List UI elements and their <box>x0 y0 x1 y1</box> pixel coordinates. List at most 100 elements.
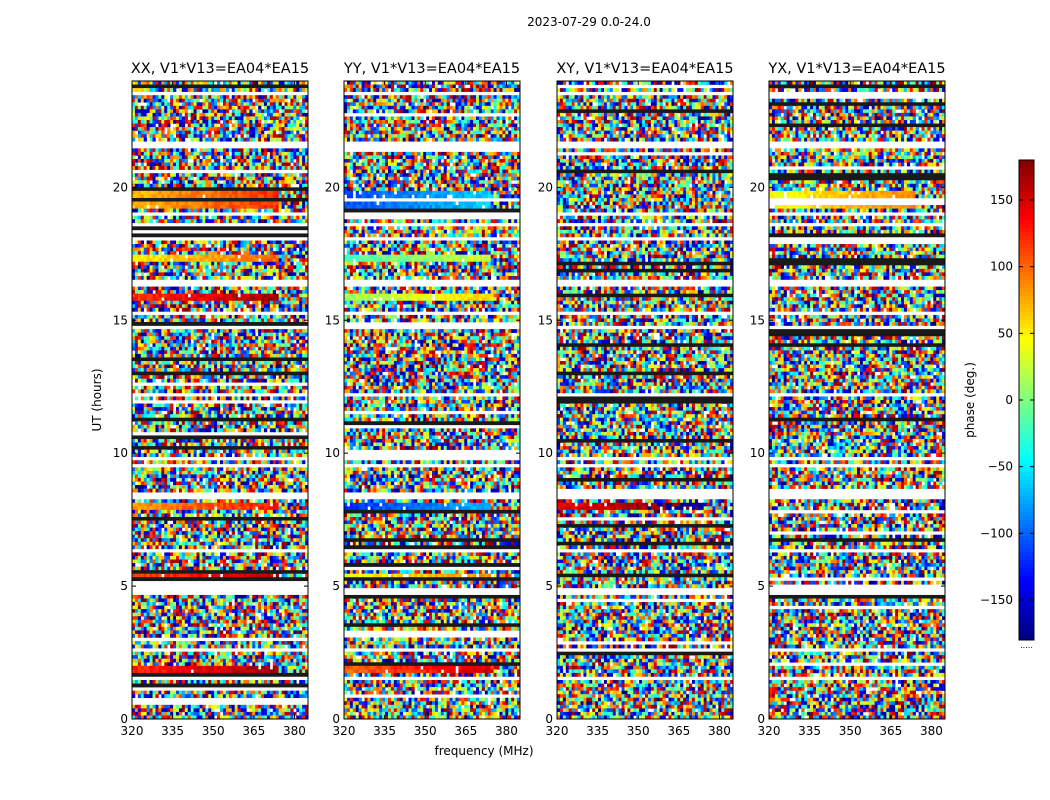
colorbar-segment <box>1019 636 1034 641</box>
colorbar-segment <box>1019 336 1034 341</box>
colorbar-segment <box>1019 304 1034 309</box>
colorbar-segment <box>1019 480 1034 485</box>
colorbar-segment <box>1019 368 1034 373</box>
colorbar-segment <box>1019 564 1034 569</box>
colorbar-segment <box>1019 424 1034 429</box>
colorbar-segment <box>1019 444 1034 449</box>
colorbar-segment <box>1019 212 1034 217</box>
x-tick-label: 335 <box>161 724 184 738</box>
colorbar-segment <box>1019 400 1034 405</box>
colorbar-segment <box>1019 280 1034 285</box>
colorbar-segment <box>1019 620 1034 625</box>
y-tick-label: 5 <box>332 579 340 593</box>
colorbar-segment <box>1019 508 1034 513</box>
x-tick-label: 380 <box>495 724 518 738</box>
colorbar-segment <box>1019 264 1034 269</box>
colorbar-segment <box>1019 188 1034 193</box>
colorbar-segment <box>1019 520 1034 525</box>
phase-map <box>344 81 520 719</box>
x-tick-label: 380 <box>283 724 306 738</box>
colorbar-tick-label: 150 <box>990 193 1013 207</box>
colorbar-segment <box>1019 412 1034 417</box>
colorbar-segment <box>1019 232 1034 237</box>
colorbar-label: phase (deg.) <box>963 362 977 438</box>
y-tick-label: 10 <box>750 446 765 460</box>
x-tick-label: 380 <box>920 724 943 738</box>
colorbar-segment <box>1019 208 1034 213</box>
y-tick-label: 5 <box>545 579 553 593</box>
x-tick-label: 380 <box>708 724 731 738</box>
colorbar-tick-label: 50 <box>998 326 1013 340</box>
panel-2: YY, V1*V13=EA04*EA15 320 335 350 365 380 0 5 10 1… <box>325 61 521 738</box>
colorbar-segment <box>1019 580 1034 585</box>
colorbar-segment <box>1019 244 1034 249</box>
x-tick-label: 335 <box>586 724 609 738</box>
panel-frame <box>343 80 521 720</box>
colorbar-segment <box>1019 492 1034 497</box>
colorbar-tick-label: 0 <box>1005 393 1013 407</box>
colorbar-segment <box>1019 440 1034 445</box>
colorbar-segment <box>1019 532 1034 537</box>
y-tick-label: 5 <box>757 579 765 593</box>
colorbar-segment <box>1019 192 1034 197</box>
colorbar-segment <box>1019 516 1034 521</box>
colorbar-segment <box>1019 592 1034 597</box>
y-tick-label: 0 <box>757 712 765 726</box>
y-tick-label: 15 <box>750 313 765 327</box>
x-tick-label: 350 <box>839 724 862 738</box>
colorbar-segment <box>1019 600 1034 605</box>
colorbar-segment <box>1019 184 1034 189</box>
colorbar-segment <box>1019 360 1034 365</box>
colorbar-segment <box>1019 432 1034 437</box>
colorbar-segment <box>1019 372 1034 377</box>
colorbar-segment <box>1019 420 1034 425</box>
colorbar-segment <box>1019 252 1034 257</box>
y-tick-label: 20 <box>325 180 340 194</box>
colorbar-segment <box>1019 200 1034 205</box>
x-tick-label: 365 <box>879 724 902 738</box>
phase-map <box>557 81 733 719</box>
panel-frame <box>768 80 946 720</box>
colorbar-segment <box>1019 560 1034 565</box>
colorbar-segment <box>1019 552 1034 557</box>
panel-title: YX, V1*V13=EA04*EA15 <box>767 61 945 77</box>
colorbar-segment <box>1019 224 1034 229</box>
colorbar-segment <box>1019 164 1034 169</box>
panel-3: XY, V1*V13=EA04*EA15 320 335 350 365 380 0 5 10 1… <box>538 61 734 738</box>
panel-frame <box>131 80 309 720</box>
colorbar-segment <box>1019 528 1034 533</box>
x-tick-label: 320 <box>121 724 144 738</box>
x-tick-label: 320 <box>546 724 569 738</box>
colorbar-segment <box>1019 356 1034 361</box>
colorbar-tick-label: 100 <box>990 260 1013 274</box>
x-tick-label: 320 <box>333 724 356 738</box>
colorbar-segment <box>1019 324 1034 329</box>
colorbar-segment <box>1019 452 1034 457</box>
colorbar-segment <box>1019 168 1034 173</box>
x-tick-label: 350 <box>202 724 225 738</box>
colorbar-segment <box>1019 292 1034 297</box>
colorbar-segment <box>1019 408 1034 413</box>
colorbar-segment <box>1019 404 1034 409</box>
colorbar-segment <box>1019 340 1034 345</box>
colorbar-segment <box>1019 460 1034 465</box>
colorbar-segment <box>1019 332 1034 337</box>
x-tick-label: 335 <box>373 724 396 738</box>
colorbar-segment <box>1019 612 1034 617</box>
colorbar-segment <box>1019 436 1034 441</box>
colorbar-segment <box>1019 448 1034 453</box>
colorbar-segment <box>1019 268 1034 273</box>
colorbar-segment <box>1019 428 1034 433</box>
x-tick-label: 365 <box>242 724 265 738</box>
colorbar-segment <box>1019 308 1034 313</box>
y-tick-label: 20 <box>113 180 128 194</box>
colorbar-segment <box>1019 540 1034 545</box>
colorbar-segment <box>1019 328 1034 333</box>
panel-title: XY, V1*V13=EA04*EA15 <box>556 61 733 77</box>
colorbar-footer: ..... <box>1020 641 1033 650</box>
colorbar-segment <box>1019 576 1034 581</box>
x-tick-label: 365 <box>667 724 690 738</box>
colorbar-segment <box>1019 628 1034 633</box>
colorbar-segment <box>1019 392 1034 397</box>
